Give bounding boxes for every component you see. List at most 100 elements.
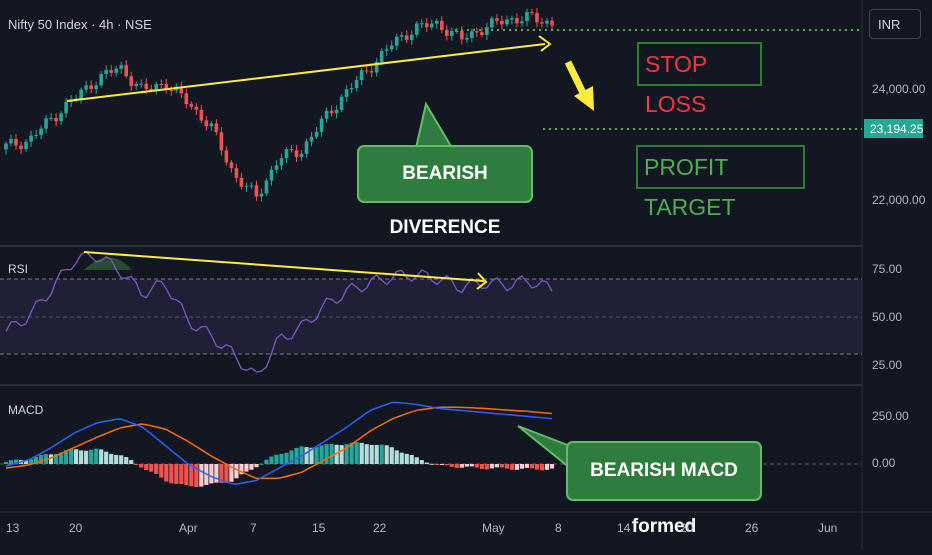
- macd-histogram-bar: [149, 464, 154, 472]
- macd-histogram-bar: [424, 462, 429, 464]
- candle: [19, 145, 23, 150]
- macd-pane-label: MACD: [8, 403, 44, 417]
- rsi-trendline[interactable]: [83, 251, 485, 282]
- price-axis-label: 22,000.00: [872, 193, 926, 207]
- candle: [284, 149, 289, 159]
- macd-histogram-bar: [144, 464, 149, 471]
- candle: [149, 88, 154, 90]
- macd-histogram-bar: [504, 464, 510, 469]
- macd-series[interactable]: [3, 401, 555, 487]
- candle: [114, 68, 119, 73]
- candle: [329, 110, 334, 114]
- candle: [450, 31, 454, 36]
- macd-histogram-bar: [284, 452, 289, 464]
- macd-histogram-bar: [334, 444, 339, 464]
- candle: [109, 70, 113, 73]
- macd-histogram-bar: [154, 464, 159, 474]
- macd-histogram-bar: [314, 447, 319, 464]
- macd-histogram-bar: [239, 464, 244, 475]
- macd-line: [5, 401, 553, 485]
- last-price-tag[interactable]: 23,194.25: [864, 119, 923, 138]
- candlestick-series[interactable]: [4, 8, 554, 202]
- rsi-pane[interactable]: [0, 247, 862, 384]
- candle: [204, 120, 209, 127]
- candle: [545, 20, 549, 24]
- stop-loss-label[interactable]: STOP LOSS: [637, 42, 762, 117]
- candle: [424, 23, 429, 28]
- currency-button[interactable]: INR: [869, 9, 921, 39]
- profit-target-label[interactable]: PROFIT TARGET: [636, 145, 805, 220]
- macd-histogram-bar: [354, 442, 359, 464]
- bearish-divergence-callout[interactable]: BEARISH DIVERENCE: [357, 145, 533, 238]
- macd-histogram-bar: [549, 464, 555, 469]
- candle: [129, 76, 134, 86]
- candle: [94, 85, 98, 90]
- time-axis-label: 8: [555, 521, 562, 535]
- macd-histogram-bar: [544, 464, 550, 470]
- candle: [515, 18, 519, 24]
- macd-histogram-bar: [104, 451, 109, 464]
- symbol-header[interactable]: Nifty 50 Index · 4h · NSE: [8, 17, 152, 32]
- macd-histogram-bar: [28, 459, 34, 464]
- macd-histogram-bar: [309, 447, 314, 464]
- macd-histogram-bar: [289, 450, 294, 464]
- macd-histogram-bar: [489, 464, 494, 469]
- bearish-macd-callout[interactable]: BEARISH MACD formed: [566, 441, 762, 537]
- candle: [379, 50, 384, 62]
- candle: [530, 12, 534, 14]
- macd-histogram-bar: [264, 459, 269, 464]
- candle: [4, 143, 8, 150]
- macd-histogram-bar: [234, 464, 239, 479]
- macd-histogram-bar: [399, 452, 404, 464]
- price-trendline[interactable]: [66, 43, 546, 102]
- macd-histogram-bar: [494, 464, 499, 468]
- rsi-series[interactable]: [5, 250, 553, 373]
- macd-histogram-bar: [364, 444, 369, 464]
- candle: [289, 149, 294, 151]
- macd-histogram-bar: [159, 464, 164, 478]
- candle: [364, 70, 369, 72]
- macd-histogram-bar: [444, 464, 449, 466]
- macd-histogram-bar: [474, 464, 479, 468]
- candle: [439, 20, 444, 30]
- candle: [229, 162, 234, 169]
- macd-histogram-bar: [38, 454, 44, 464]
- macd-histogram-bar: [219, 464, 224, 483]
- candle: [294, 150, 299, 158]
- trendline-arrow-icon: [538, 35, 552, 52]
- macd-histogram-bar: [224, 464, 229, 483]
- macd-histogram-bar: [53, 454, 59, 464]
- candle: [374, 61, 379, 73]
- macd-histogram-bar: [69, 448, 74, 464]
- price-axis-label: 24,000.00: [872, 82, 926, 96]
- candle: [525, 12, 529, 22]
- macd-histogram-bar: [394, 450, 399, 464]
- macd-histogram-bar: [519, 464, 525, 469]
- candle: [209, 123, 214, 127]
- candle: [34, 134, 38, 136]
- candle: [119, 65, 124, 69]
- down-arrow-icon[interactable]: [564, 60, 588, 97]
- candle: [465, 37, 469, 40]
- macd-histogram-bar: [179, 464, 184, 484]
- macd-histogram-bar: [89, 449, 94, 464]
- macd-histogram-bar: [429, 463, 434, 465]
- macd-histogram-bar: [174, 464, 179, 484]
- candle: [314, 131, 319, 137]
- candle: [299, 153, 304, 158]
- candle: [39, 128, 43, 135]
- macd-histogram-bar: [414, 457, 419, 464]
- rsi-pane-label: RSI: [8, 262, 29, 276]
- macd-histogram-bar: [84, 450, 89, 464]
- trendline-arrow-icon: [476, 272, 488, 290]
- candle: [269, 169, 274, 181]
- candle: [414, 23, 419, 35]
- macd-histogram-bar: [434, 464, 439, 465]
- candle: [324, 110, 329, 119]
- macd-histogram-bar: [339, 445, 344, 464]
- candle: [445, 29, 449, 36]
- candle: [184, 93, 189, 105]
- candle: [169, 89, 174, 91]
- candle: [219, 132, 224, 151]
